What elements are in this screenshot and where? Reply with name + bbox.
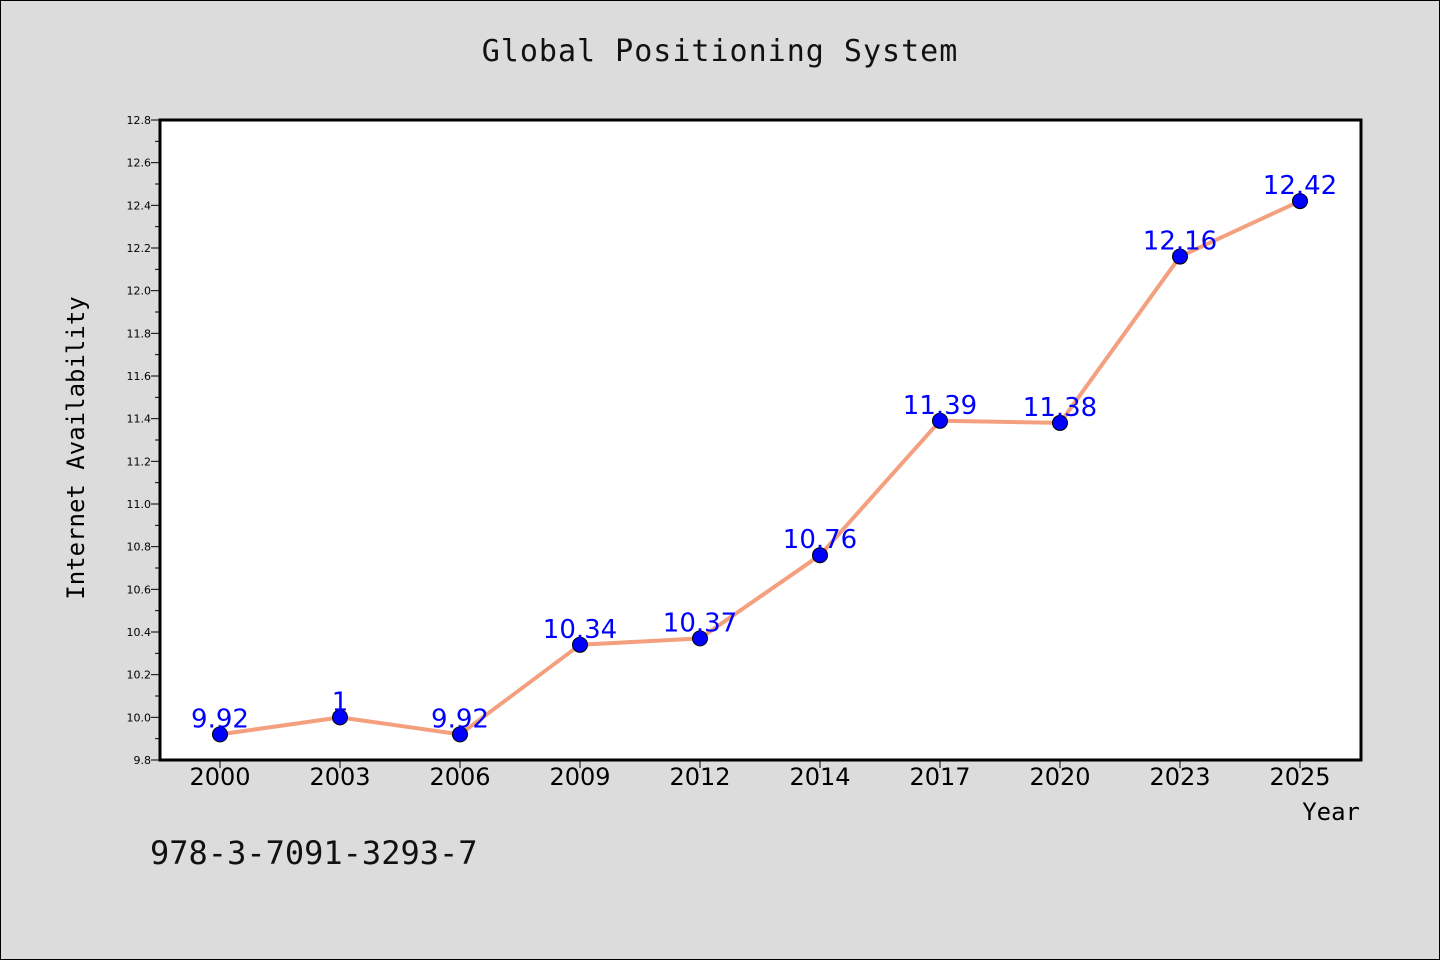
data-label: 12.16	[1143, 227, 1217, 257]
data-label: 11.39	[903, 391, 977, 421]
data-label: 10.76	[783, 525, 857, 555]
data-point	[692, 630, 708, 647]
y-tick-label: 10.2	[127, 669, 152, 682]
x-tick-label: 2014	[789, 763, 850, 791]
data-label: 12.42	[1263, 171, 1337, 201]
y-tick-label: 10.8	[127, 541, 152, 554]
data-point	[1172, 248, 1188, 265]
plot-border	[158, 118, 1363, 762]
data-label: 10.37	[663, 608, 737, 638]
y-tick-label: 10.6	[127, 583, 152, 596]
data-label: 11.38	[1023, 393, 1097, 423]
x-tick-label: 2020	[1029, 763, 1090, 791]
y-tick-label: 10.0	[127, 711, 152, 724]
data-point	[932, 412, 948, 429]
data-label: 1	[332, 687, 349, 717]
watermark-text: 978-3-7091-3293-7	[150, 834, 478, 872]
x-tick-label: 2003	[309, 763, 370, 791]
x-axis-title: Year	[1302, 798, 1360, 826]
x-tick-label: 2000	[189, 763, 250, 791]
y-tick-label: 11.6	[127, 370, 152, 383]
y-tick-label: 11.8	[127, 327, 152, 340]
x-tick-label: 2012	[669, 763, 730, 791]
x-tick-label: 2006	[429, 763, 490, 791]
x-tick-label: 2009	[549, 763, 610, 791]
x-tick-label: 2025	[1269, 763, 1330, 791]
x-tick-label: 2017	[909, 763, 970, 791]
y-tick-label: 10.4	[127, 626, 152, 639]
x-tick-label: 2023	[1149, 763, 1210, 791]
data-point	[572, 636, 588, 653]
data-point	[1292, 193, 1308, 210]
y-tick-label: 12.2	[127, 242, 152, 255]
chart-title: Global Positioning System	[481, 34, 959, 69]
data-point	[812, 547, 828, 564]
series-layer	[212, 193, 1308, 743]
data-labels-layer: 9.92 1 9.92 10.34 10.37 10.76 11.39 11.38 12.16 1…	[191, 171, 1337, 734]
data-point	[452, 726, 468, 743]
data-label: 9.92	[191, 704, 249, 734]
series-line	[218, 199, 1302, 737]
data-point	[212, 726, 228, 743]
y-axis-ticks: 9.8 10.0 10.2 10.4 10.6 10.8 11.0 11.2 11.4 11.6 1…	[127, 114, 160, 767]
data-point	[1052, 414, 1068, 431]
y-tick-label: 12.6	[127, 157, 152, 170]
y-axis-title: Internet Availability	[62, 296, 90, 599]
y-tick-label: 12.4	[127, 199, 152, 212]
x-axis-ticks: 2000 2003 2006 2009 2012 2014 2017 2020 2023 2025	[189, 760, 1331, 791]
plot-area	[160, 120, 1361, 760]
y-tick-label: 11.0	[127, 498, 152, 511]
y-tick-label: 11.4	[127, 413, 152, 426]
data-label: 9.92	[431, 704, 489, 734]
data-point	[332, 709, 348, 726]
data-label: 10.34	[543, 615, 617, 645]
y-tick-label: 9.8	[134, 754, 152, 767]
y-tick-label: 12.8	[127, 114, 152, 127]
y-tick-label: 12.0	[127, 285, 152, 298]
y-tick-label: 11.2	[127, 455, 152, 468]
